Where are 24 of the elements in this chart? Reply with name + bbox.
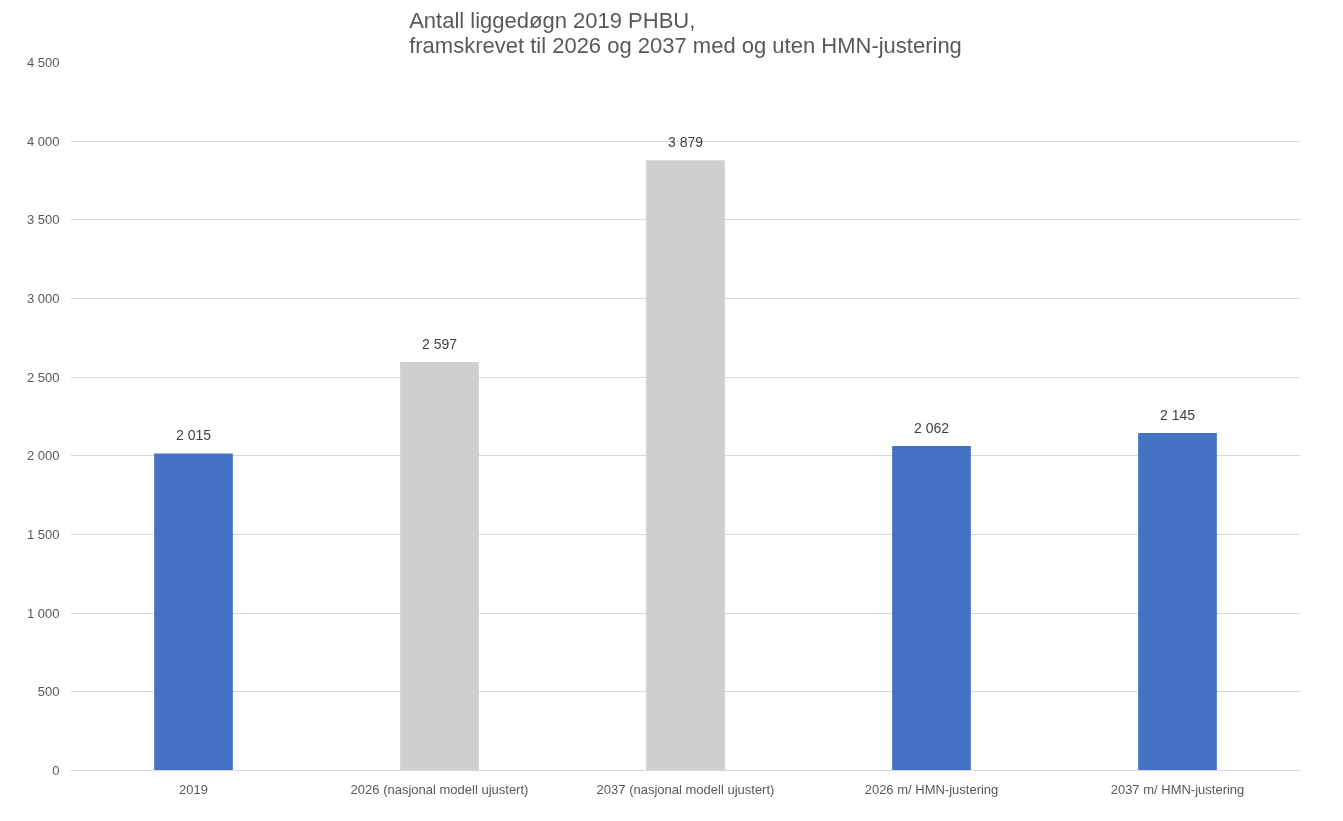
y-tick-label: 1 500 bbox=[26, 527, 60, 542]
data-label: 2 015 bbox=[175, 427, 212, 444]
data-label: 2 145 bbox=[1159, 407, 1196, 424]
y-tick-label: 2 000 bbox=[26, 448, 60, 464]
x-tick-label: 2026 (nasjonal modell ujustert) bbox=[350, 781, 529, 797]
x-tick-label: 2019 bbox=[179, 781, 208, 797]
y-tick-label: 2 500 bbox=[26, 369, 60, 385]
data-label: 2 597 bbox=[421, 335, 458, 352]
y-tick-label: 4 500 bbox=[26, 55, 60, 70]
y-tick-label: 3 000 bbox=[26, 291, 60, 306]
bar bbox=[1138, 433, 1217, 771]
y-tick-label: 1 000 bbox=[26, 605, 60, 621]
chart-title: Antall liggedøgn 2019 PHBU, framskrevet til 2026 og 2037 med og uten HMN-justering bbox=[409, 7, 962, 58]
y-tick-label: 500 bbox=[37, 684, 60, 700]
bar bbox=[154, 453, 233, 771]
y-tick-label: 3 500 bbox=[26, 212, 60, 228]
bar bbox=[892, 446, 971, 771]
y-tick-label: 4 000 bbox=[26, 133, 60, 149]
y-tick-label: 0 bbox=[52, 763, 60, 778]
data-label: 2 062 bbox=[913, 420, 950, 437]
x-tick-label: 2026 m/ HMN-justering bbox=[864, 781, 999, 797]
x-tick-label: 2037 m/ HMN-justering bbox=[1110, 781, 1245, 797]
data-label: 3 879 bbox=[667, 134, 704, 151]
x-tick-label: 2037 (nasjonal modell ujustert) bbox=[596, 781, 775, 797]
